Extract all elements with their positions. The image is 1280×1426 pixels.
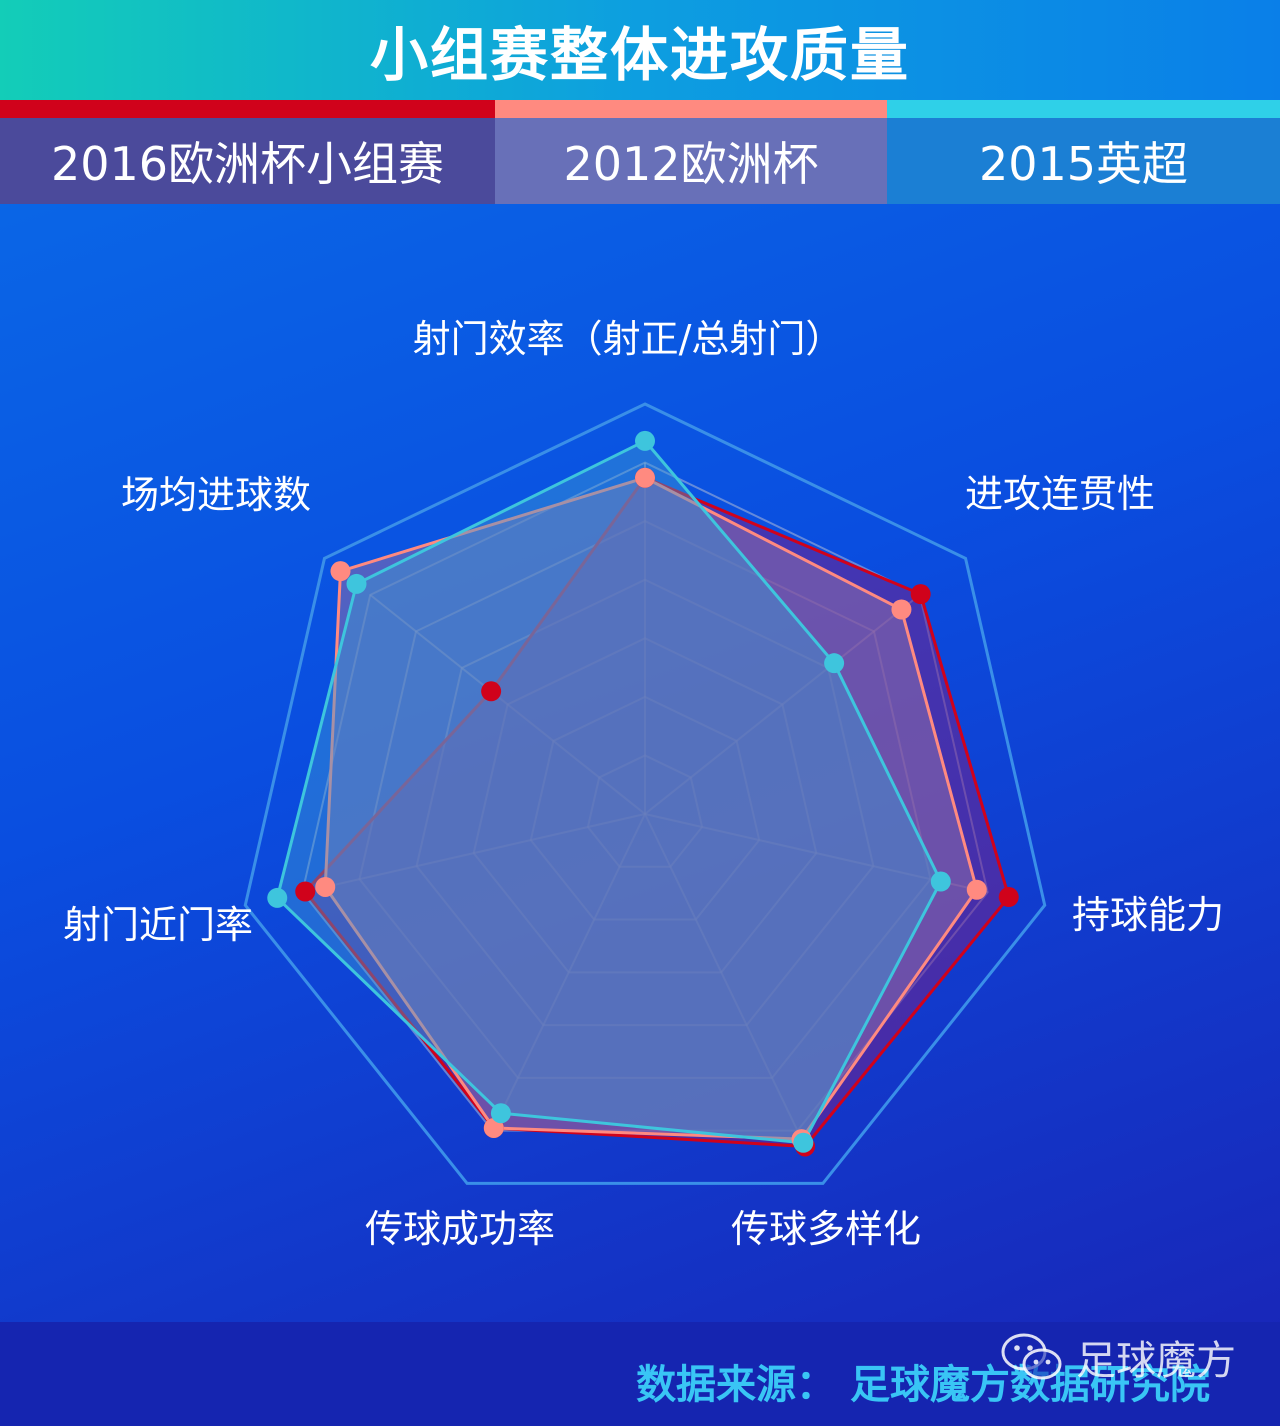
data-point — [481, 681, 502, 702]
data-point — [635, 430, 655, 451]
grid-ring — [243, 402, 1047, 1185]
data-point — [910, 584, 931, 605]
watermark: 足球魔方 — [1000, 1328, 1236, 1386]
footer: 数据来源： 足球魔方数据研究院 足球魔方 — [0, 1322, 1280, 1426]
legend-swatch — [887, 100, 1280, 118]
chart-title: 小组赛整体进攻质量 — [369, 21, 910, 89]
legend-label: 2016欧洲杯小组赛 — [50, 137, 445, 191]
series-area — [323, 476, 979, 1141]
axis-label: 射门效率（射正/总射门） — [413, 317, 844, 361]
title-bar: 小组赛整体进攻质量 — [0, 0, 1280, 100]
wechat-icon — [1001, 1333, 1062, 1380]
axis-label: 场均进球数 — [121, 473, 311, 517]
axis-label: 传球成功率 — [365, 1207, 555, 1251]
data-point — [966, 879, 987, 900]
legend-item-2012-euro: 2012欧洲杯 — [495, 100, 887, 204]
data-point — [490, 1103, 511, 1124]
data-point — [346, 573, 367, 594]
data-point — [483, 1117, 504, 1138]
legend: 2016欧洲杯小组赛 2012欧洲杯 2015英超 — [0, 100, 1280, 204]
watermark-text: 足球魔方 — [1076, 1338, 1236, 1384]
data-point — [635, 467, 655, 488]
axis-label: 传球多样化 — [731, 1207, 921, 1251]
data-point — [295, 881, 316, 902]
legend-swatch — [495, 100, 887, 118]
axis-label: 进攻连贯性 — [965, 472, 1155, 516]
series-area — [275, 439, 943, 1145]
data-point — [930, 871, 951, 892]
data-point — [267, 887, 288, 908]
data-point — [824, 653, 845, 674]
legend-swatch — [0, 100, 495, 118]
legend-label: 2012欧洲杯 — [563, 137, 819, 191]
legend-label: 2015英超 — [978, 137, 1189, 191]
data-point — [998, 887, 1019, 908]
data-point — [330, 561, 351, 582]
legend-item-2016-euro-group: 2016欧洲杯小组赛 — [0, 100, 495, 204]
legend-item-2015-epl: 2015英超 — [887, 100, 1280, 204]
data-point — [793, 1132, 814, 1153]
data-source: 数据来源： 足球魔方数据研究院 — [636, 1362, 1210, 1408]
axis-label: 射门近门率 — [63, 903, 253, 947]
axis-label: 持球能力 — [1072, 893, 1224, 937]
data-point — [315, 876, 336, 897]
data-point — [891, 599, 912, 620]
